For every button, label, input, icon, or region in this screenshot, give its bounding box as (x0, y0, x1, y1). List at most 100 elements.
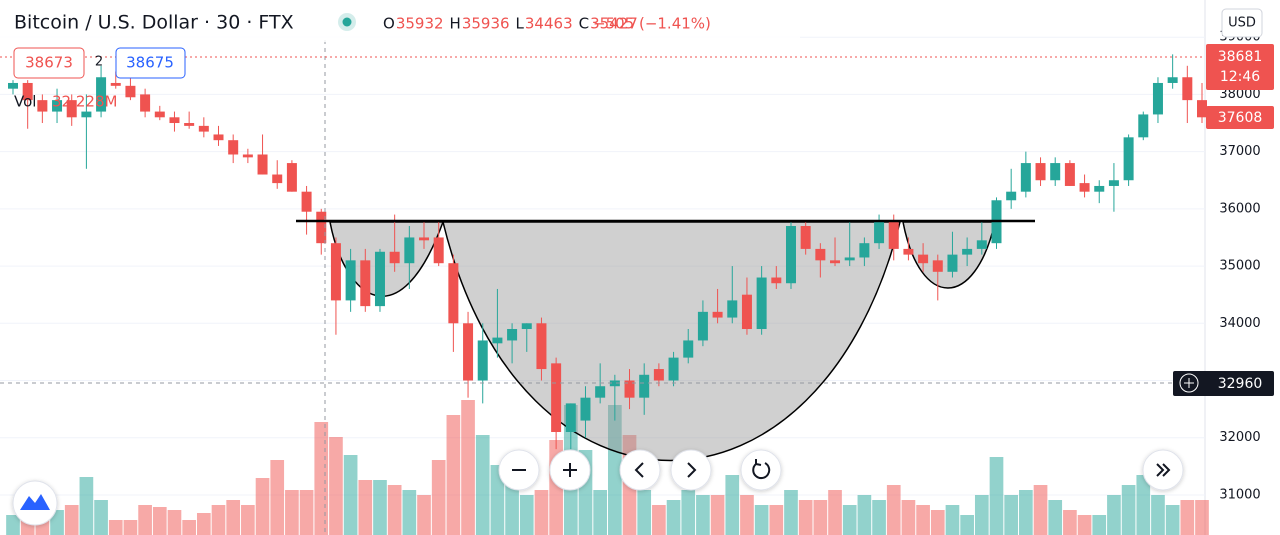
candle-body (712, 311, 723, 318)
volume-bar (299, 490, 314, 535)
candle-body (242, 154, 253, 158)
candle-body (1108, 180, 1119, 186)
ohlc-key: H (450, 15, 461, 33)
candle-body (492, 337, 503, 344)
volume-bar (196, 513, 211, 535)
volume-bar (725, 475, 740, 535)
candle-body (52, 100, 63, 112)
volume-bar (666, 500, 681, 535)
left-icon (634, 462, 644, 478)
y-tick-label: 36000 (1219, 201, 1260, 216)
volume-bar (828, 490, 842, 535)
volume-bar (519, 495, 534, 535)
candle-body (37, 100, 48, 112)
candle-body (125, 85, 136, 98)
candle-body (272, 174, 283, 184)
scroll-right[interactable] (670, 449, 712, 491)
volume-bar (152, 507, 167, 535)
ohlc-value: 35936 (462, 15, 510, 33)
candle-body (140, 94, 151, 112)
candle-body (1167, 77, 1178, 83)
volume-bar (94, 500, 108, 535)
volume-bar (373, 480, 387, 535)
volume-bar (314, 422, 329, 535)
last-price-tag (1206, 44, 1274, 90)
scroll-left[interactable] (619, 449, 661, 491)
candle-body (169, 117, 180, 124)
volume-bar (784, 490, 798, 535)
candle-body (22, 82, 33, 101)
volume-bar (769, 505, 784, 535)
candle-body (154, 111, 165, 118)
candle-body (1020, 163, 1031, 192)
volume-bar (490, 465, 505, 535)
candle-body (507, 329, 518, 341)
sell-box[interactable] (13, 47, 85, 79)
volume-bar (857, 495, 872, 535)
volume-bar (1151, 495, 1165, 535)
volume-bar (329, 437, 343, 535)
candle-body (551, 363, 562, 433)
volume-bar (1092, 515, 1107, 535)
add-icon[interactable] (1179, 373, 1199, 393)
candle-body (639, 374, 650, 398)
candle-body (345, 260, 356, 301)
volume-bar (930, 510, 945, 535)
buy-box[interactable] (115, 47, 186, 79)
candle-body (903, 248, 914, 255)
candle-body (1197, 100, 1207, 118)
volume-bar (270, 460, 285, 535)
candle-body (962, 248, 973, 255)
volume-bar (241, 505, 255, 535)
candle-body (330, 243, 341, 301)
volume-bar (872, 500, 886, 535)
volume-bar (740, 495, 754, 535)
volume-bar (108, 520, 123, 535)
volume-bar (901, 500, 916, 535)
candle-body (257, 154, 268, 175)
volume-bar (945, 505, 960, 535)
candle-body (947, 254, 958, 272)
volume-bar (989, 457, 1004, 535)
volume-bar (79, 477, 94, 535)
volume-bar (798, 500, 813, 535)
reset[interactable] (740, 449, 782, 491)
volume-bar (6, 515, 20, 535)
ohlc-key: O (383, 15, 395, 33)
candle-body (756, 277, 767, 330)
volume-bar (417, 495, 431, 535)
candle-body (565, 403, 576, 433)
candle-body (932, 260, 943, 272)
currency: USD (1228, 16, 1256, 31)
candle-body (771, 277, 782, 284)
volume-bar (461, 400, 475, 535)
right-icon (687, 462, 697, 478)
ohlc-key: L (516, 15, 525, 33)
candle-body (198, 125, 209, 132)
candle-body (844, 257, 855, 261)
ohlc-value: 35427 (590, 15, 638, 33)
logo-icon (20, 494, 50, 510)
y-tick-label: 38000 (1219, 87, 1260, 102)
candle-body (433, 237, 444, 264)
volume-bar (123, 520, 138, 535)
candle-body (874, 220, 885, 244)
volume-bar (886, 485, 901, 535)
volume-bar (226, 500, 241, 535)
candle-body (624, 380, 635, 398)
volume-bar (431, 460, 446, 535)
candle-body (918, 254, 929, 264)
candle-body (653, 369, 664, 381)
volume-bar (505, 485, 519, 535)
y-tick-label: 32000 (1219, 430, 1260, 445)
volume-bar (1165, 505, 1180, 535)
symbol: Bitcoin / U.S. Dollar · 30 · FTX (14, 12, 294, 34)
currency-button[interactable] (1221, 8, 1263, 38)
volume-bar (681, 490, 696, 535)
volume-bar (710, 495, 725, 535)
volume-bar (50, 510, 64, 535)
volume-label: Vol (14, 93, 36, 111)
volume-bar (167, 510, 182, 535)
